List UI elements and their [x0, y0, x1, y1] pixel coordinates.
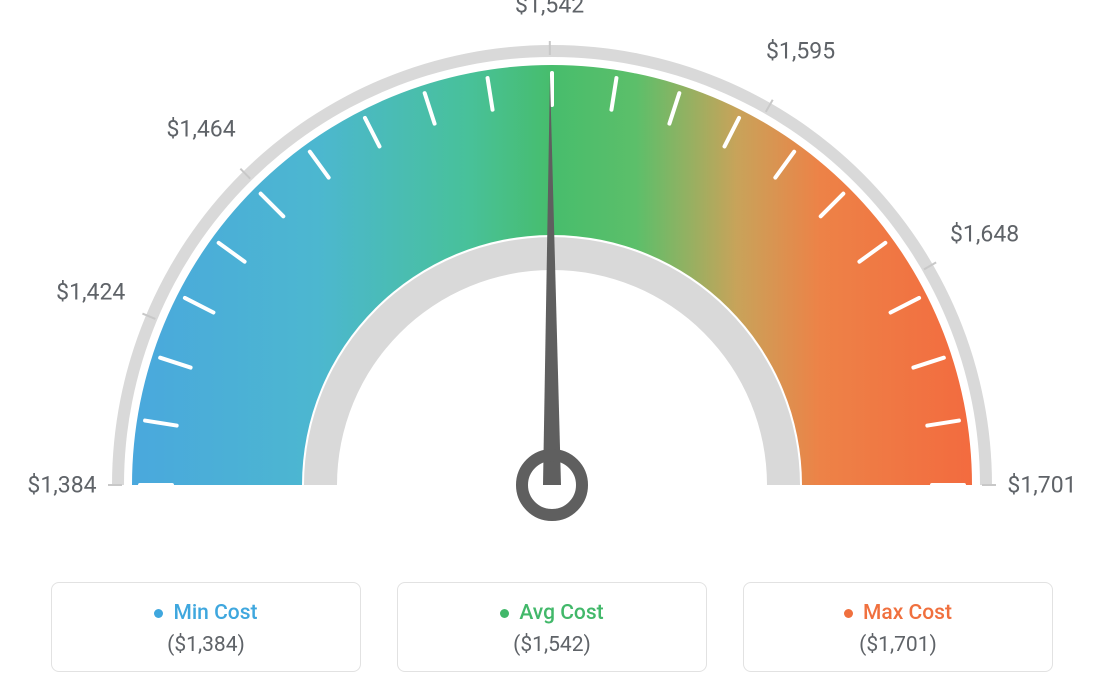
gauge-tick-label: $1,464 [166, 115, 235, 142]
legend-title-min: Min Cost [154, 601, 257, 625]
legend-card-max: Max Cost ($1,701) [743, 582, 1053, 672]
legend-value-max: ($1,701) [744, 633, 1052, 657]
cost-gauge-chart: $1,384 $1,424 $1,464 $1,542 $1,595 $1,648 $1,7… [0, 0, 1104, 560]
gauge-tick-label: $1,701 [1007, 472, 1076, 499]
gauge-tick-label: $1,648 [950, 221, 1019, 248]
legend-title-max: Max Cost [844, 601, 952, 625]
legend-title-avg: Avg Cost [500, 601, 603, 625]
legend-value-min: ($1,384) [52, 633, 360, 657]
legend-card-avg: Avg Cost ($1,542) [397, 582, 707, 672]
gauge-tick-label: $1,384 [27, 472, 96, 499]
gauge-svg [0, 0, 1104, 560]
gauge-tick-label: $1,424 [56, 278, 125, 305]
legend-value-avg: ($1,542) [398, 633, 706, 657]
legend-row: Min Cost ($1,384) Avg Cost ($1,542) Max … [51, 582, 1053, 672]
gauge-tick-label: $1,542 [515, 0, 584, 19]
legend-card-min: Min Cost ($1,384) [51, 582, 361, 672]
gauge-tick-label: $1,595 [766, 38, 835, 65]
